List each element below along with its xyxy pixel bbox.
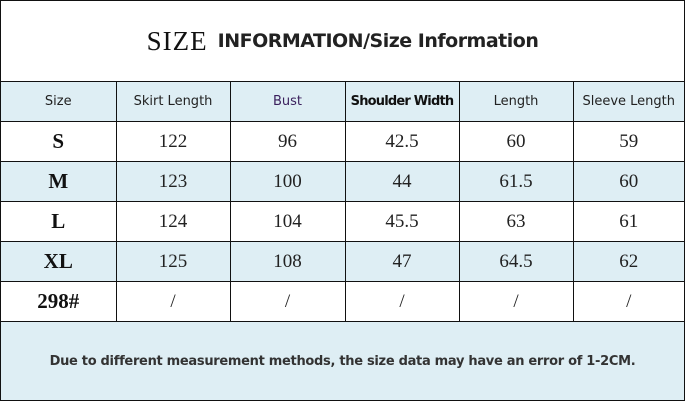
- measurement-cell: 59: [572, 121, 684, 162]
- table-row: L 124 104 45.5 63 61: [1, 201, 684, 242]
- size-label: S: [1, 121, 117, 162]
- measurement-cell: 125: [115, 241, 231, 282]
- table-row: XL 125 108 47 64.5 62: [1, 241, 684, 282]
- measurement-cell: 64.5: [458, 241, 574, 282]
- measurement-cell: 100: [229, 161, 346, 202]
- size-label: M: [1, 161, 117, 202]
- measurement-cell: 63: [458, 201, 574, 242]
- measurement-cell: 123: [115, 161, 231, 202]
- header-row: Size Skirt Length Bust Shoulder Width Length…: [1, 81, 684, 122]
- chart-title: SIZE INFORMATION/Size Information: [1, 1, 684, 82]
- size-table: Size Skirt Length Bust Shoulder Width Length…: [1, 81, 684, 322]
- footer-note: Due to different measurement methods, th…: [1, 321, 684, 400]
- measurement-cell: /: [229, 281, 346, 322]
- measurement-cell: 61.5: [458, 161, 574, 202]
- measurement-cell: /: [344, 281, 460, 322]
- header-cell: Sleeve Length: [572, 81, 684, 122]
- size-label: 298#: [1, 281, 117, 322]
- title-information: INFORMATION/Size Information: [217, 30, 539, 52]
- measurement-cell: 60: [572, 161, 684, 202]
- header-cell: Bust: [229, 81, 346, 122]
- measurement-cell: /: [458, 281, 574, 322]
- header-cell: Length: [458, 81, 574, 122]
- header-cell: Skirt Length: [115, 81, 231, 122]
- measurement-cell: /: [115, 281, 231, 322]
- header-cell: Size: [1, 81, 117, 122]
- header-cell: Shoulder Width: [344, 81, 460, 122]
- title-size: SIZE: [146, 25, 208, 56]
- measurement-cell: 96: [229, 121, 346, 162]
- measurement-cell: /: [572, 281, 684, 322]
- measurement-cell: 62: [572, 241, 684, 282]
- size-label: XL: [1, 241, 117, 282]
- measurement-cell: 61: [572, 201, 684, 242]
- measurement-cell: 42.5: [344, 121, 460, 162]
- measurement-cell: 122: [115, 121, 231, 162]
- measurement-cell: 44: [344, 161, 460, 202]
- table-row: 298# / / / / /: [1, 281, 684, 322]
- table-row: M 123 100 44 61.5 60: [1, 161, 684, 202]
- measurement-cell: 60: [458, 121, 574, 162]
- measurement-cell: 45.5: [344, 201, 460, 242]
- table-row: S 122 96 42.5 60 59: [1, 121, 684, 162]
- measurement-cell: 124: [115, 201, 231, 242]
- size-label: L: [1, 201, 117, 242]
- measurement-cell: 47: [344, 241, 460, 282]
- measurement-cell: 108: [229, 241, 346, 282]
- measurement-cell: 104: [229, 201, 346, 242]
